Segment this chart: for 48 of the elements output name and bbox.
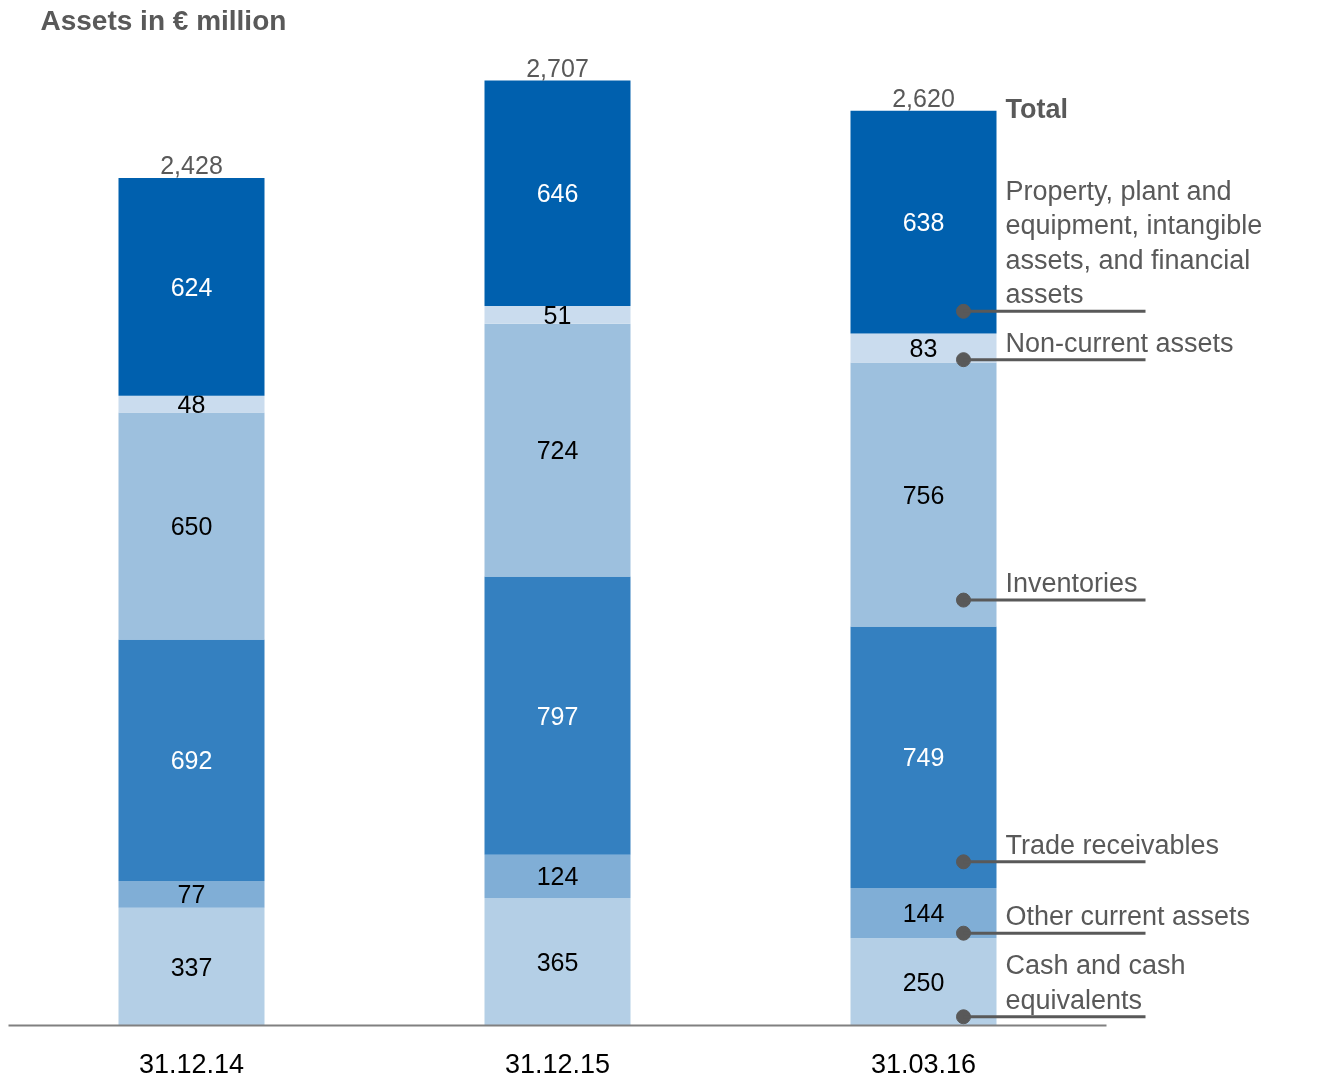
bar — [118, 639, 265, 881]
bar — [850, 110, 997, 334]
data-label: 638 — [902, 208, 945, 237]
series-label: Non-current assets — [1005, 327, 1234, 358]
data-label: 646 — [536, 179, 579, 208]
data-label: 692 — [170, 746, 213, 775]
bar — [850, 887, 997, 939]
series-label: Other current assets — [1005, 901, 1251, 932]
bar — [850, 938, 997, 1026]
bar — [850, 362, 997, 627]
data-label: 337 — [170, 952, 213, 981]
data-label: 51 — [543, 300, 572, 329]
bar — [850, 626, 997, 888]
series-label: Cash and cash equivalents — [1005, 950, 1186, 1015]
legend-title: Total — [1005, 93, 1068, 124]
bar — [118, 177, 265, 396]
total-label: 2,707 — [526, 53, 589, 82]
bar — [118, 412, 265, 640]
bar — [118, 880, 265, 908]
total-label: 2,620 — [892, 83, 955, 112]
bar — [118, 907, 265, 1026]
data-label: 83 — [909, 334, 938, 363]
data-label: 797 — [536, 701, 579, 730]
x-tick-label: 31.12.15 — [504, 1048, 611, 1079]
data-label: 624 — [170, 272, 213, 301]
chart-title: Assets in € million — [40, 4, 287, 36]
data-label: 77 — [177, 880, 206, 909]
bar — [484, 80, 631, 307]
bar — [484, 306, 631, 324]
data-label: 48 — [177, 390, 206, 419]
data-label: 250 — [902, 967, 945, 996]
bar — [484, 576, 631, 855]
data-label: 756 — [902, 480, 945, 509]
data-label: 724 — [536, 436, 579, 465]
data-label: 749 — [902, 743, 945, 772]
data-label: 650 — [170, 511, 213, 540]
bar — [484, 898, 631, 1026]
data-label: 365 — [536, 947, 579, 976]
data-label: 144 — [902, 899, 945, 928]
total-label: 2,428 — [160, 150, 223, 179]
bar — [484, 854, 631, 899]
series-label: Inventories — [1005, 568, 1138, 599]
x-tick-label: 31.03.16 — [870, 1048, 977, 1079]
x-tick-label: 31.12.14 — [138, 1048, 245, 1079]
series-label: Trade receivables — [1005, 829, 1220, 860]
data-label: 124 — [536, 862, 579, 891]
series-label: Property, plant and equipment, intangible assets, and financial assets — [1005, 175, 1263, 310]
bar — [484, 323, 631, 577]
